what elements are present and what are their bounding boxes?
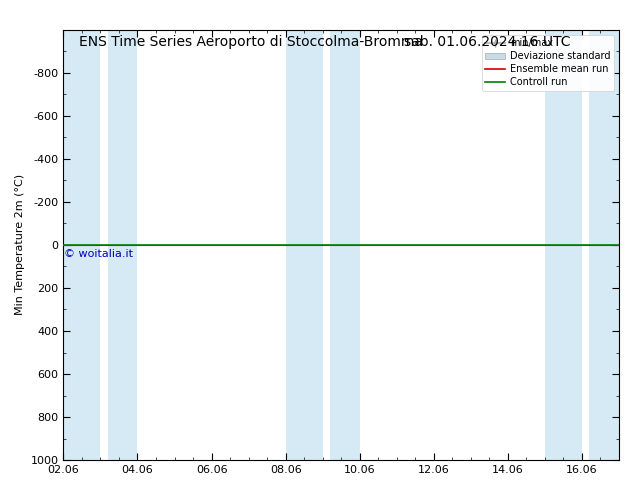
Title: ENS Time Series Aeroporto di Stoccolma-Bromma      sab. 01.06.2024 16 UTC: ENS Time Series Aeroporto di Stoccolma-B… xyxy=(0,489,1,490)
Text: © woitalia.it: © woitalia.it xyxy=(64,249,133,259)
Bar xyxy=(545,30,582,460)
Bar xyxy=(63,30,100,460)
Bar xyxy=(590,30,619,460)
Bar xyxy=(330,30,359,460)
Bar xyxy=(108,30,138,460)
Bar xyxy=(286,30,323,460)
Legend: min/max, Deviazione standard, Ensemble mean run, Controll run: min/max, Deviazione standard, Ensemble m… xyxy=(482,35,614,91)
Text: sab. 01.06.2024 16 UTC: sab. 01.06.2024 16 UTC xyxy=(404,35,571,49)
Text: ENS Time Series Aeroporto di Stoccolma-Bromma: ENS Time Series Aeroporto di Stoccolma-B… xyxy=(79,35,424,49)
Y-axis label: Min Temperature 2m (°C): Min Temperature 2m (°C) xyxy=(15,174,25,316)
